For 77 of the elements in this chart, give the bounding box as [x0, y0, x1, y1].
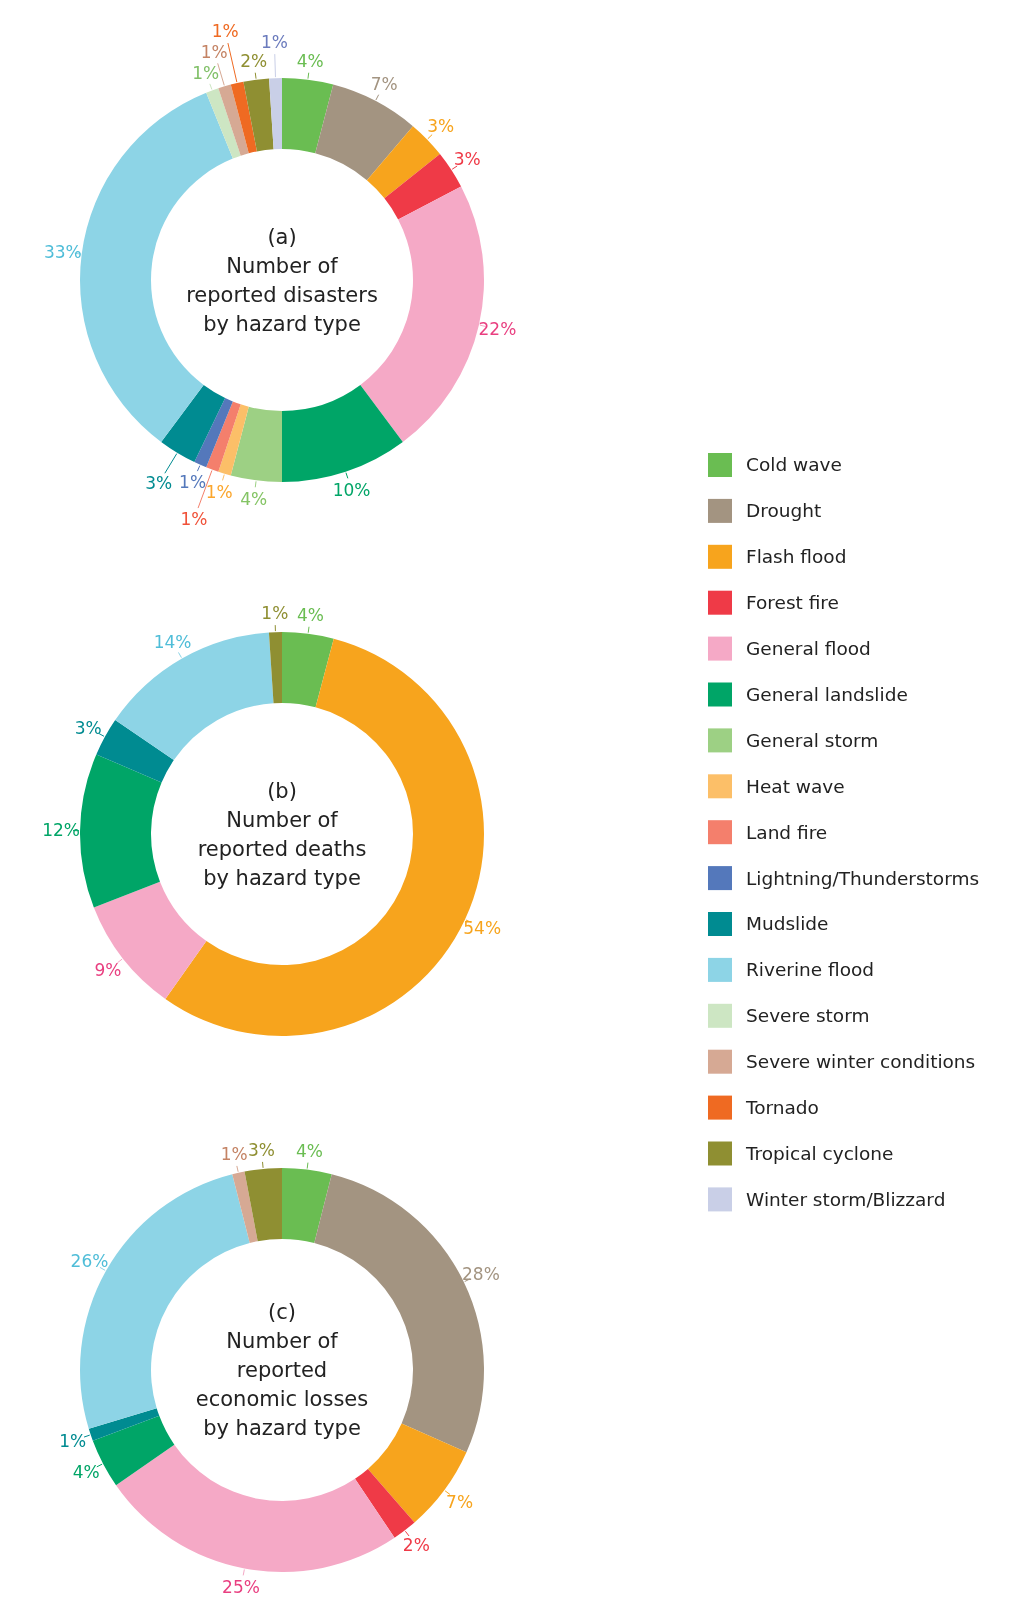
data-label: 2% [240, 50, 268, 71]
donut-slice [282, 78, 334, 154]
data-label: 4% [296, 50, 324, 71]
data-label: 54% [463, 917, 502, 938]
donut-slice [93, 881, 207, 999]
legend-label: Tropical cyclone [745, 1142, 894, 1164]
data-label: 1% [180, 509, 208, 530]
legend-label: Mudslide [746, 913, 829, 935]
legend-label: General landslide [746, 683, 908, 705]
donut-slice [116, 1444, 395, 1572]
data-label: 7% [370, 74, 398, 95]
legend-label: Lightning/Thunderstorms [746, 867, 980, 889]
text: (c) Number of reported economic losses by hazard type [195, 1300, 369, 1441]
data-label: 3% [247, 1139, 275, 1160]
donut-slice [282, 1168, 332, 1244]
data-label: 33% [43, 241, 82, 262]
data-label: 4% [295, 1140, 323, 1161]
donut-slice [88, 1408, 160, 1441]
donut-slice [194, 398, 233, 468]
data-label: 25% [222, 1577, 260, 1598]
data-label: 4% [297, 604, 325, 625]
data-label: 3% [427, 116, 455, 137]
data-label: 2% [402, 1535, 430, 1556]
data-label: 1% [205, 481, 233, 502]
data-label: 4% [72, 1462, 100, 1483]
donut-slice [282, 384, 403, 482]
donut-slice [230, 81, 257, 154]
data-label: 3% [74, 717, 102, 738]
legend-label: Tornado [745, 1097, 819, 1119]
data-label: 1% [59, 1430, 87, 1451]
data-label: 3% [145, 473, 173, 494]
data-label: 12% [42, 820, 80, 841]
donut-slice [161, 384, 226, 462]
data-label: 7% [446, 1491, 474, 1512]
donut-slice [282, 632, 334, 708]
legend-label: Severe storm [746, 1005, 870, 1027]
legend-label: Riverine flood [746, 959, 875, 981]
donut-slice [206, 401, 241, 472]
data-label: 1% [211, 21, 239, 42]
legend-label: Cold wave [746, 454, 842, 476]
data-label: 10% [332, 479, 371, 500]
data-label: 4% [240, 489, 268, 510]
data-label: 1% [261, 603, 289, 624]
donut-slice [80, 754, 162, 908]
donut-slice [232, 1171, 258, 1244]
donut-slice [269, 78, 282, 150]
data-label: 1% [192, 62, 220, 83]
legend-label: General storm [746, 729, 879, 751]
donut-slice [243, 78, 274, 152]
data-label: 1% [220, 1144, 248, 1165]
text: (b) Number of reported deaths by hazard type [197, 778, 367, 890]
donut-slice [115, 632, 274, 761]
donut-slice [206, 88, 241, 159]
data-label: 28% [462, 1263, 500, 1284]
legend-label: Land fire [746, 821, 828, 843]
data-label: 14% [153, 631, 192, 652]
data-label: 1% [260, 32, 288, 53]
donut-slice [244, 1168, 282, 1242]
data-label: 3% [453, 149, 481, 170]
text: (a) Number of reported disasters by hazard type [186, 224, 378, 336]
donut-slice [354, 1468, 415, 1538]
legend-label: Drought [746, 500, 822, 522]
donut-slice [218, 84, 249, 156]
legend-label: Flash flood [746, 546, 847, 568]
legend-label: Severe winter conditions [746, 1051, 976, 1073]
data-label: 1% [200, 41, 228, 62]
legend-label: Winter storm/Blizzard [746, 1188, 946, 1210]
legend-label: Heat wave [746, 775, 845, 797]
donut-slice [268, 632, 282, 704]
legend-label: Forest fire [746, 592, 839, 614]
data-label: 26% [70, 1251, 109, 1272]
data-label: 9% [94, 960, 122, 981]
donut-slice [218, 404, 249, 476]
data-label: 22% [478, 319, 517, 340]
legend-label: General flood [746, 638, 871, 660]
data-label: 1% [179, 472, 207, 493]
donut-slice [230, 406, 282, 482]
